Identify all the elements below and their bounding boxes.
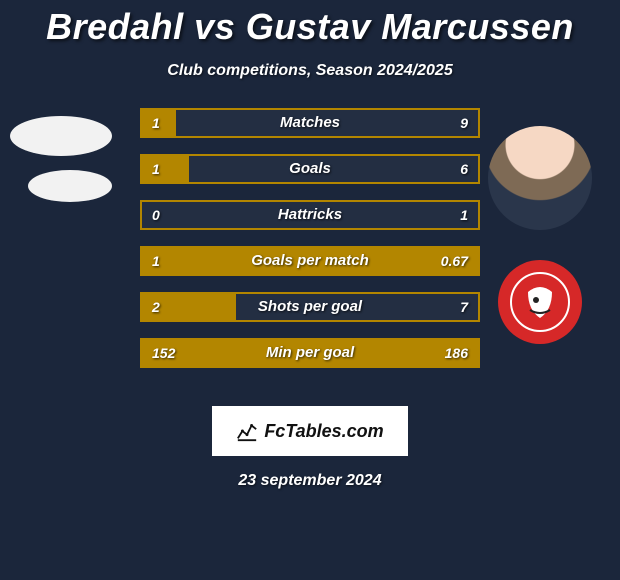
stat-label: Hattricks bbox=[142, 202, 478, 228]
stat-bars: 19Matches 16Goals 01Hattricks 10.67Goals pe… bbox=[140, 108, 480, 384]
subtitle: Club competitions, Season 2024/2025 bbox=[0, 62, 620, 80]
stat-label: Shots per goal bbox=[142, 294, 478, 320]
chart-icon bbox=[236, 420, 258, 442]
stat-row: 16Goals bbox=[140, 154, 480, 184]
stat-row: 19Matches bbox=[140, 108, 480, 138]
stat-label: Goals per match bbox=[142, 248, 478, 274]
stat-label: Min per goal bbox=[142, 340, 478, 366]
stat-row: 10.67Goals per match bbox=[140, 246, 480, 276]
brand-badge: FcTables.com bbox=[212, 406, 408, 456]
stat-row: 27Shots per goal bbox=[140, 292, 480, 322]
stat-row: 152186Min per goal bbox=[140, 338, 480, 368]
date-text: 23 september 2024 bbox=[0, 472, 620, 490]
stat-label: Matches bbox=[142, 110, 478, 136]
stat-row: 01Hattricks bbox=[140, 200, 480, 230]
page-title: Bredahl vs Gustav Marcussen bbox=[0, 0, 620, 48]
stat-label: Goals bbox=[142, 156, 478, 182]
brand-text: FcTables.com bbox=[264, 421, 383, 442]
stats-panel: 19Matches 16Goals 01Hattricks 10.67Goals pe… bbox=[0, 108, 620, 388]
